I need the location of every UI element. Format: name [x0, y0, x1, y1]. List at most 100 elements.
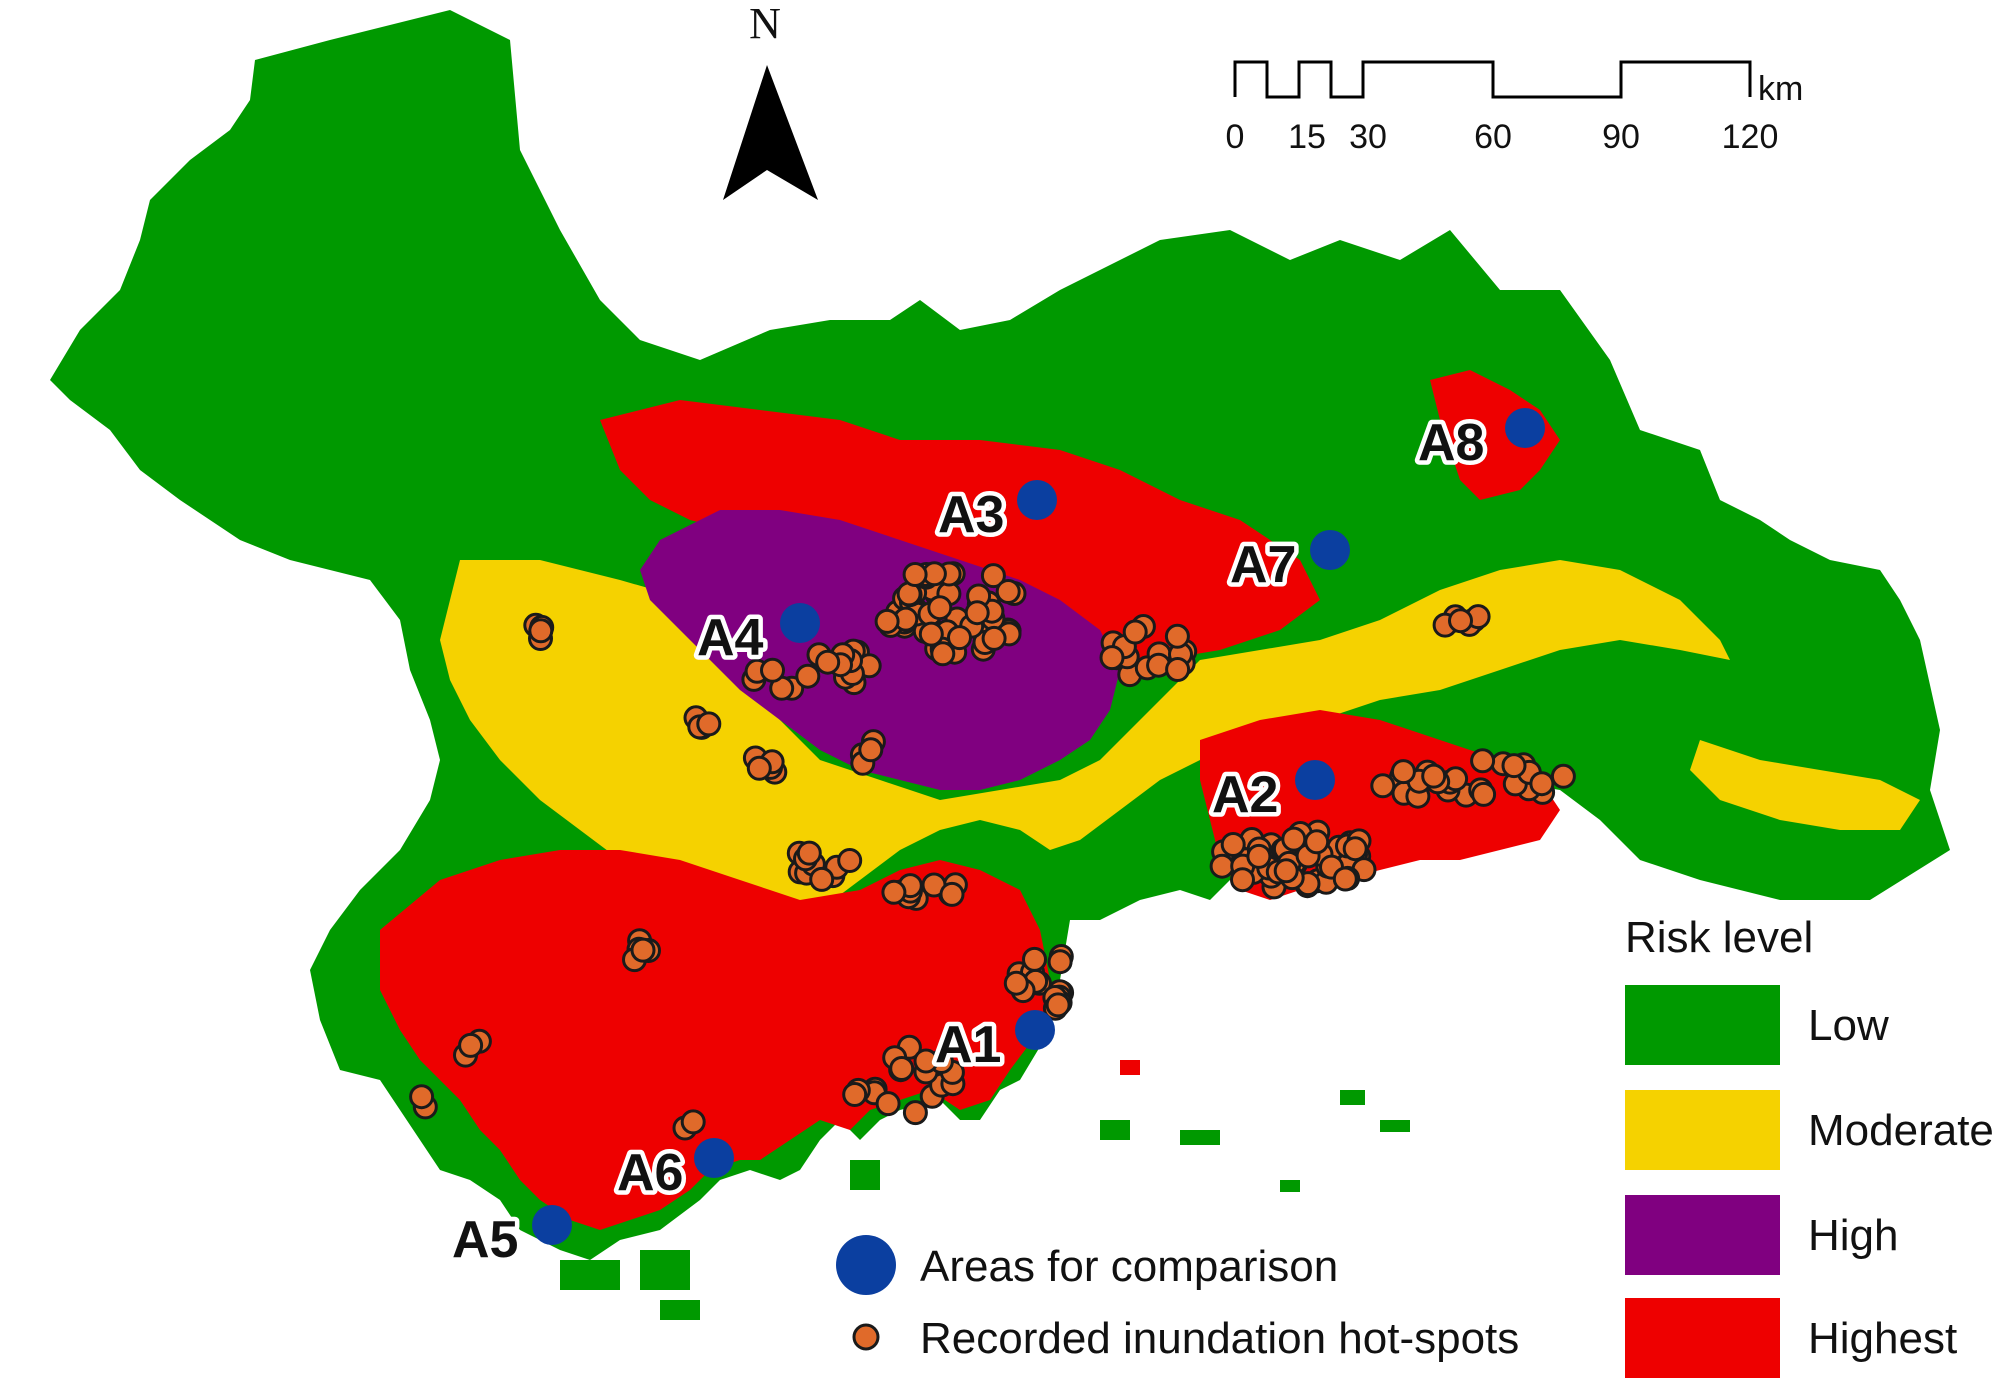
- island: [1100, 1120, 1130, 1140]
- hotspot-marker: [1342, 836, 1368, 862]
- hotspot-marker: [889, 1056, 915, 1081]
- symbol-legend: Areas for comparison Recorded inundation…: [836, 1235, 1519, 1363]
- area-label-a6: A6: [617, 1144, 683, 1202]
- hotspot-marker: [1164, 623, 1190, 649]
- scale-tick-30: 30: [1349, 118, 1387, 156]
- hotspot-marker: [1022, 946, 1047, 972]
- comparison-marker-a8: [1505, 408, 1545, 448]
- comparison-marker-a2: [1295, 760, 1335, 800]
- island: [850, 1160, 880, 1190]
- legend-label-hotspot: Recorded inundation hot-spots: [920, 1314, 1519, 1363]
- island: [660, 1300, 700, 1320]
- legend-swatch-moderate: [1625, 1090, 1780, 1170]
- hotspot-marker: [696, 711, 722, 737]
- hotspot-marker: [902, 562, 928, 587]
- hotspot-marker: [760, 657, 785, 683]
- hotspot-layer: [409, 561, 1576, 1141]
- scale-unit: km: [1758, 70, 1803, 108]
- hotspot-marker: [927, 595, 953, 621]
- hotspot-marker: [1304, 829, 1330, 855]
- legend-label-low: Low: [1808, 1001, 1889, 1050]
- area-label-a2: A2: [1212, 766, 1278, 824]
- hotspot-marker: [995, 579, 1021, 604]
- hotspot-marker: [874, 608, 900, 634]
- area-label-a7: A7: [1230, 536, 1296, 594]
- hotspot-marker: [795, 663, 821, 689]
- hotspot-marker: [1332, 866, 1358, 892]
- hotspot-marker: [1246, 843, 1272, 869]
- legend-label-highest: Highest: [1808, 1314, 1957, 1363]
- north-arrow-icon: [723, 65, 818, 200]
- area-label-a1: A1: [935, 1016, 1001, 1074]
- hotspot-marker: [1047, 949, 1073, 975]
- hotspot-marker: [1220, 832, 1246, 857]
- hotspot-marker: [902, 1100, 928, 1126]
- comparison-marker-a1: [1015, 1010, 1055, 1050]
- legend-label-moderate: Moderate: [1808, 1106, 1994, 1155]
- hotspot-marker: [981, 625, 1007, 651]
- hotspot-marker: [939, 881, 965, 907]
- legend-swatch-high: [1625, 1195, 1780, 1275]
- hotspot-marker: [1273, 858, 1299, 884]
- island: [1340, 1090, 1365, 1105]
- island: [560, 1260, 620, 1290]
- hotspot-marker: [858, 737, 884, 763]
- hotspot-marker: [918, 621, 944, 647]
- hotspot-marker: [1122, 619, 1148, 645]
- north-label: N: [749, 0, 781, 48]
- hotspot-marker: [947, 625, 972, 651]
- hotspot-marker: [980, 563, 1006, 589]
- comparison-marker-a7: [1310, 530, 1350, 570]
- hotspot-marker: [1230, 867, 1255, 893]
- zone-highest: [600, 400, 1320, 660]
- legend-title: Risk level: [1625, 913, 1813, 962]
- hotspot-marker: [796, 840, 822, 866]
- island: [1120, 1060, 1140, 1075]
- hotspot-marker: [1099, 645, 1125, 671]
- hotspot-marker: [875, 1091, 901, 1117]
- zone-highest: [380, 850, 1050, 1230]
- hotspot-marker: [1550, 763, 1576, 789]
- hotspot-marker: [837, 848, 863, 873]
- legend-label-high: High: [1808, 1211, 1899, 1260]
- scale-bar-line: [1233, 60, 1752, 99]
- hotspot-marker: [1501, 753, 1527, 779]
- hotspot-marker: [815, 649, 841, 675]
- hotspot-marker: [528, 618, 554, 644]
- legend-swatch-low: [1625, 985, 1780, 1065]
- zone-moderate: [440, 560, 1730, 930]
- legend-comparison-marker: [836, 1235, 896, 1295]
- hotspot-marker: [842, 1082, 868, 1107]
- island: [1180, 1130, 1220, 1145]
- island: [1280, 1180, 1300, 1192]
- hotspot-marker: [913, 1048, 939, 1074]
- hotspot-marker: [1470, 748, 1496, 774]
- hotspot-marker: [881, 879, 907, 905]
- hotspot-marker: [1165, 657, 1191, 682]
- hotspot-marker: [1421, 763, 1447, 789]
- hotspot-marker: [1003, 970, 1029, 996]
- legend-hotspot-marker: [852, 1323, 880, 1351]
- comparison-marker-a5: [532, 1205, 572, 1245]
- hotspot-marker: [1370, 773, 1396, 799]
- zone-moderate: [1690, 740, 1920, 830]
- comparison-areas: A1 A2 A3 A4 A5 A6 A7 A8: [448, 408, 1545, 1274]
- hotspot-marker: [630, 937, 656, 963]
- hotspot-marker: [1045, 992, 1071, 1018]
- legend-label-comparison: Areas for comparison: [920, 1242, 1338, 1291]
- hotspot-marker: [458, 1032, 484, 1058]
- area-label-a8: A8: [1418, 414, 1484, 472]
- zone-highest: [1430, 370, 1560, 500]
- scale-bar: 0 15 30 60 90 120 km: [1226, 60, 1803, 156]
- hotspot-marker: [809, 866, 835, 892]
- area-label-a3: A3: [938, 486, 1004, 544]
- area-label-a4: A4: [697, 609, 764, 667]
- comparison-marker-a3: [1017, 480, 1057, 520]
- hotspot-marker: [409, 1084, 435, 1110]
- hotspot-marker: [1448, 608, 1473, 634]
- scale-tick-90: 90: [1602, 118, 1640, 156]
- hotspot-marker: [1529, 771, 1555, 797]
- legend: Risk level Low Moderate High Highest: [1625, 913, 1994, 1378]
- hotspot-marker: [1209, 853, 1235, 879]
